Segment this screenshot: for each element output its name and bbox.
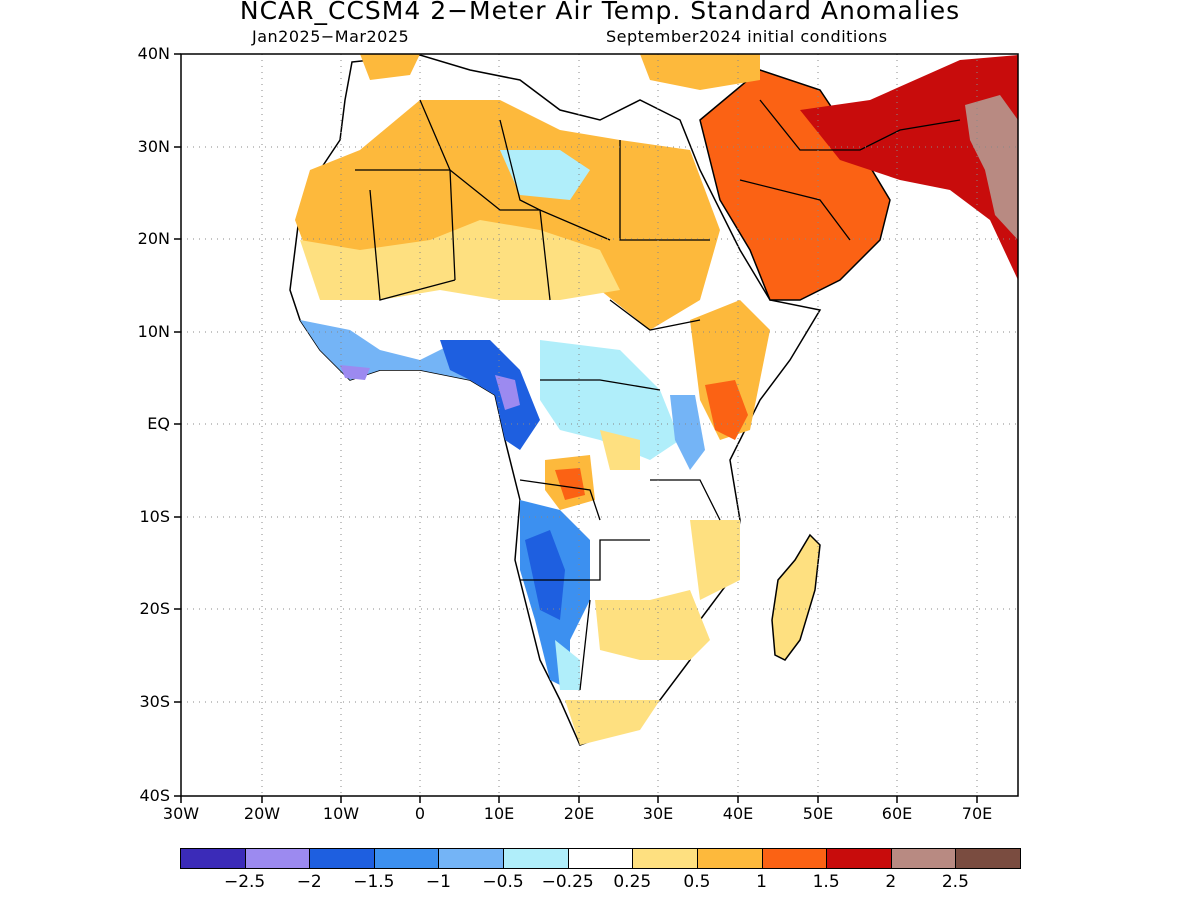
lon-label-70e: 70E (961, 804, 993, 823)
lat-label-eq: EQ (147, 414, 170, 433)
southern-warm (595, 590, 710, 660)
colorbar-label: −1.5 (353, 872, 395, 892)
great-lakes-cool (670, 395, 705, 470)
lon-label-10w: 10W (322, 804, 360, 823)
gabon-very-cold (495, 375, 520, 410)
colorbar-label: 2 (885, 872, 897, 892)
period-subtitle: Jan2025−Mar2025 (252, 27, 410, 46)
lat-label-10n: 10N (137, 322, 170, 341)
madagascar-land (771, 533, 821, 661)
lat-label-40s: 40S (139, 786, 170, 805)
colorbar-label: −2 (296, 872, 322, 892)
colorbar-label: 2.5 (941, 872, 969, 892)
colorbar-swatch (955, 848, 1021, 869)
libya-cool (500, 150, 590, 200)
colorbar-label: −0.5 (482, 872, 524, 892)
colorbar-swatch (180, 848, 246, 869)
lon-label-30e: 30E (642, 804, 674, 823)
cape-warm (565, 700, 660, 745)
lon-label-30w: 30W (162, 804, 200, 823)
drc-hot (555, 468, 585, 500)
colorbar-swatch (244, 848, 311, 869)
colorbar-label: 1 (756, 872, 767, 892)
central-light-cool (540, 340, 680, 460)
initial-conditions-subtitle: September2024 initial conditions (606, 27, 888, 46)
colorbar-label: −0.25 (541, 872, 594, 892)
colorbar-label: 0.5 (683, 872, 711, 892)
mozambique-warm (690, 520, 740, 600)
lat-label-40n: 40N (137, 44, 170, 63)
lon-label-20e: 20E (563, 804, 595, 823)
colorbar-swatch (567, 848, 634, 869)
lat-label-20n: 20N (137, 229, 170, 248)
east-med-warm (640, 54, 760, 90)
namibia-cool (555, 640, 580, 690)
liberia-very-cold (340, 365, 370, 380)
colorbar-swatch (503, 848, 569, 869)
lon-label-60e: 60E (881, 804, 913, 823)
europe-warm (360, 54, 420, 80)
sahara-light (300, 220, 620, 300)
colorbar-label: 0.25 (613, 872, 652, 892)
south-asia-hot (800, 55, 1018, 280)
lon-label-0: 0 (414, 804, 426, 823)
map-frame (180, 53, 1019, 797)
central-light-warm (600, 430, 640, 470)
colorbar-swatch (761, 848, 828, 869)
lon-label-40e: 40E (722, 804, 754, 823)
lon-label-10e: 10E (483, 804, 515, 823)
lat-label-20s: 20S (139, 599, 170, 618)
lat-label-30s: 30S (139, 692, 170, 711)
gulf-cold (440, 340, 540, 450)
colorbar-swatch (890, 848, 957, 869)
map-area (289, 54, 1018, 746)
colorbar-swatch (696, 848, 763, 869)
namibia-cold (525, 530, 565, 620)
kenya-hot (705, 380, 748, 440)
colorbar-label: −1 (425, 872, 451, 892)
map-title: NCAR_CCSM4 2−Meter Air Temp. Standard An… (239, 0, 961, 25)
lat-label-10s: 10S (139, 507, 170, 526)
colorbar-label: 1.5 (812, 872, 840, 892)
colorbar-swatch (373, 848, 440, 869)
himalaya-anomaly (965, 95, 1018, 240)
colorbar-swatch (309, 848, 375, 869)
country-borders (355, 99, 961, 691)
colorbar-swatch (438, 848, 505, 869)
lat-label-30n: 30N (137, 137, 170, 156)
colorbar-swatch (826, 848, 892, 869)
lon-label-50e: 50E (802, 804, 834, 823)
colorbar-swatch (632, 848, 698, 869)
grid-lines (181, 54, 1018, 796)
colorbar-label: −2.5 (223, 872, 266, 892)
axis-ticks (174, 53, 978, 803)
lon-label-20w: 20W (243, 804, 281, 823)
